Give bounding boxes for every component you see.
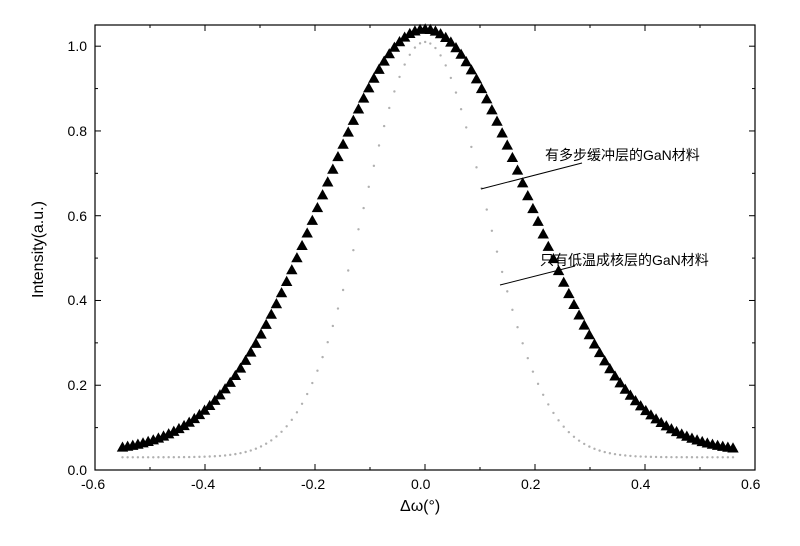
- x-tick-label: -0.2: [301, 476, 325, 492]
- x-tick-label: 0.4: [631, 476, 650, 492]
- x-tick-label: 0.6: [741, 476, 760, 492]
- x-axis-label: Δω(°): [400, 498, 440, 516]
- y-tick-label: 0.8: [68, 123, 87, 139]
- y-axis-label: Intensity(a.u.): [30, 201, 48, 298]
- x-tick-label: 0.2: [521, 476, 540, 492]
- chart-container: -0.6 -0.4 -0.2 0.0 0.2 0.4 0.6 0.0 0.2 0.4 0.6 0.8 1…: [0, 0, 800, 546]
- chart-svg: [0, 0, 800, 546]
- y-tick-label: 0.2: [68, 377, 87, 393]
- series-multi-step-buffer-gan: [117, 23, 739, 452]
- y-tick-label: 0.0: [68, 462, 87, 478]
- annotation-line: [481, 163, 582, 189]
- x-tick-label: -0.6: [81, 476, 105, 492]
- y-tick-label: 0.4: [68, 292, 87, 308]
- annotation-text-1: 只有低温成核层的GaN材料: [540, 250, 709, 270]
- x-tick-label: 0.0: [411, 476, 430, 492]
- y-tick-label: 1.0: [68, 38, 87, 54]
- annotation-text-0: 有多步缓冲层的GaN材料: [545, 145, 700, 165]
- y-tick-label: 0.6: [68, 208, 87, 224]
- x-tick-label: -0.4: [191, 476, 215, 492]
- plot-frame: [95, 25, 755, 470]
